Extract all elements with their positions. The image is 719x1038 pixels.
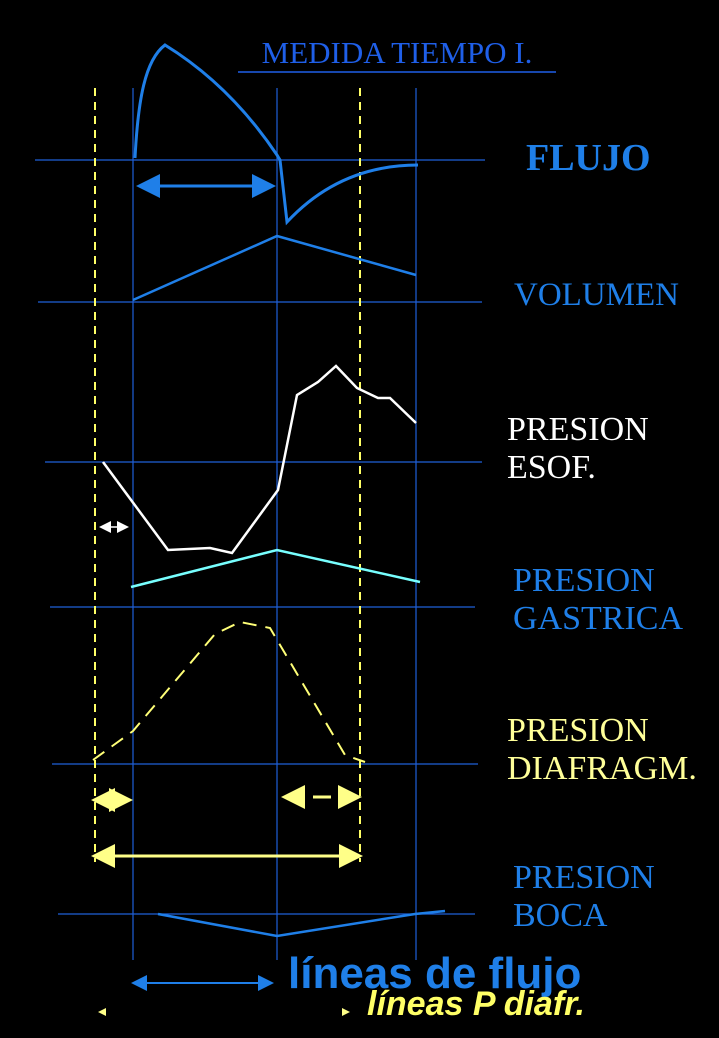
- flow-curve: [133, 43, 419, 226]
- trace-label: PRESION: [507, 411, 649, 448]
- gastric-curve: [130, 548, 421, 589]
- trace-label: FLUJO: [526, 137, 651, 179]
- trace-label: PRESION: [507, 712, 649, 749]
- trace-label: BOCA: [513, 897, 608, 934]
- diaphragm-arrows: [91, 785, 363, 868]
- trace-label: DIAFRAGM.: [507, 750, 697, 787]
- trace-label: ESOF.: [507, 449, 596, 486]
- flow-lines-legend: líneas de flujo: [288, 949, 581, 998]
- diaphragm-time-lines: [94, 88, 361, 862]
- diaphragm-lines-legend: líneas P diafr.: [367, 985, 585, 1023]
- diaphragm-curve: [92, 620, 366, 763]
- trace-label: VOLUMEN: [514, 277, 679, 313]
- title: MEDIDA TIEMPO I.: [262, 35, 533, 70]
- trace-label: GASTRICA: [513, 600, 683, 637]
- mouth-curve: [157, 909, 446, 938]
- trace-label: PRESION: [513, 562, 655, 599]
- baselines: [35, 88, 485, 960]
- volume-curve: [132, 234, 417, 302]
- trace-label: PRESION: [513, 859, 655, 896]
- esophageal-curve: [101, 364, 417, 555]
- labels: FLUJOVOLUMENPRESIONESOF.PRESIONGASTRICAP…: [507, 137, 697, 934]
